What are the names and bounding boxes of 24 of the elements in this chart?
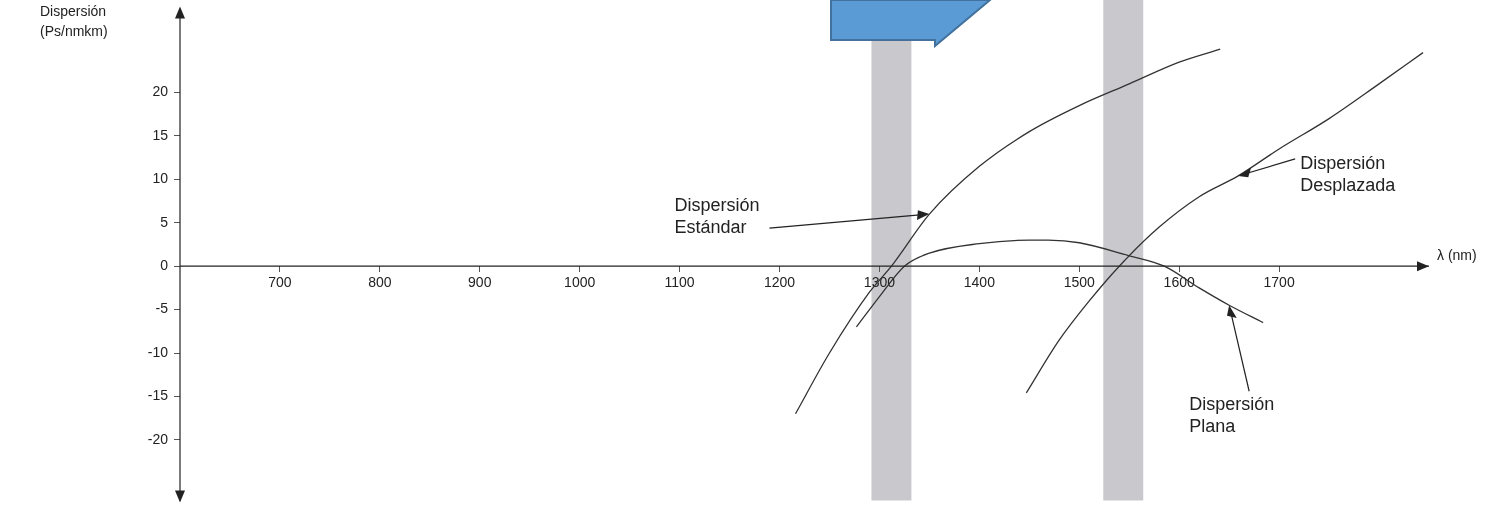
- y-tick-label: 0: [160, 257, 169, 274]
- x-tick-label: 1000: [564, 274, 596, 291]
- x-tick-label: 1600: [1163, 274, 1195, 291]
- x-tick-label: 1400: [963, 274, 996, 291]
- x-tick-label: 900: [468, 274, 492, 291]
- y-tick-label: -20: [147, 430, 169, 447]
- x-tick-label: 700: [268, 274, 292, 291]
- x-tick-label: 1200: [763, 274, 796, 291]
- y-tick-label: 20: [152, 83, 169, 100]
- annotation: Dispersión Estándar: [674, 195, 760, 238]
- y-tick-label: 10: [152, 170, 169, 187]
- y-tick-label: -10: [147, 343, 169, 360]
- x-tick-label: 1700: [1263, 274, 1295, 291]
- y-tick-label: -15: [147, 387, 169, 404]
- y-tick-label: -5: [155, 300, 169, 317]
- x-tick-label: 800: [368, 274, 392, 291]
- x-tick-label: 1500: [1063, 274, 1096, 291]
- annotation: Dispersión Plana: [1189, 394, 1275, 437]
- annotation: Dispersión Desplazada: [1300, 152, 1397, 195]
- x-tick-label: 1100: [664, 274, 695, 291]
- y-tick-label: 15: [152, 126, 169, 143]
- y-axis-title: Dispersión (Ps/nmkm): [40, 2, 108, 39]
- x-axis-title: λ (nm): [1437, 247, 1477, 264]
- y-tick-label: 5: [160, 213, 169, 230]
